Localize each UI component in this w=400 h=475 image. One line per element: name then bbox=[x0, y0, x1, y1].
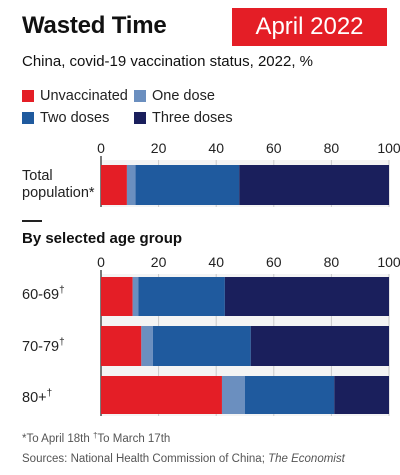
legend-label-one-dose: One dose bbox=[152, 88, 215, 104]
bar-unvaccinated-row-0 bbox=[101, 165, 127, 205]
bar-one-dose-row-0 bbox=[126, 165, 136, 205]
x-tick-label-60: 60 bbox=[266, 254, 282, 270]
bar-two-doses-row-2 bbox=[152, 326, 251, 366]
section-title: By selected age group bbox=[22, 230, 183, 247]
legend-item-one-dose: One dose bbox=[134, 88, 215, 104]
x-tick-label-20: 20 bbox=[151, 254, 167, 270]
row-label-60-69-text: 60-69 bbox=[22, 287, 60, 303]
row-label-80-plus-text: 80+ bbox=[22, 390, 47, 406]
bar-one-dose-row-1 bbox=[132, 277, 139, 316]
footnote: *To April 18th †To March 17th bbox=[22, 431, 171, 446]
source-publication: The Economist bbox=[268, 453, 345, 465]
legend-swatch-unvaccinated bbox=[22, 90, 34, 102]
footnote-dagger: † bbox=[92, 431, 98, 440]
x-tick-label-100: 100 bbox=[377, 254, 400, 270]
x-tick-label-40: 40 bbox=[208, 254, 224, 270]
x-tick-label-0: 0 bbox=[97, 254, 105, 270]
date-badge: April 2022 bbox=[232, 8, 387, 46]
x-tick-label-80: 80 bbox=[324, 140, 340, 156]
legend-label-three-doses: Three doses bbox=[152, 110, 233, 126]
row-label-70-79: 70-79† bbox=[22, 337, 65, 356]
x-tick-label-40: 40 bbox=[208, 140, 224, 156]
row-label-70-79-text: 70-79 bbox=[22, 339, 60, 355]
x-tick-label-60: 60 bbox=[266, 140, 282, 156]
row-label-total-line2: population* bbox=[22, 185, 95, 201]
legend-label-two-doses: Two doses bbox=[40, 110, 110, 126]
bar-two-doses-row-3 bbox=[245, 376, 335, 414]
bar-two-doses-row-1 bbox=[138, 277, 225, 316]
legend-swatch-three-doses bbox=[134, 112, 146, 124]
source-prefix: Sources: National Health Commission of C… bbox=[22, 453, 269, 465]
x-tick-label-100: 100 bbox=[377, 140, 400, 156]
row-label-70-79-dagger: † bbox=[59, 337, 65, 348]
bar-three-doses-row-3 bbox=[334, 376, 389, 414]
legend-item-three-doses: Three doses bbox=[134, 110, 233, 126]
bar-unvaccinated-row-2 bbox=[101, 326, 142, 366]
legend-swatch-one-dose bbox=[134, 90, 146, 102]
source-line: Sources: National Health Commission of C… bbox=[22, 453, 345, 465]
x-tick-label-80: 80 bbox=[324, 254, 340, 270]
x-tick-label-20: 20 bbox=[151, 140, 167, 156]
bar-three-doses-row-1 bbox=[224, 277, 389, 316]
chart-title: Wasted Time bbox=[22, 12, 167, 39]
bar-unvaccinated-row-3 bbox=[101, 376, 222, 414]
row-label-total-population: Total population* bbox=[22, 168, 95, 202]
section-divider bbox=[22, 220, 42, 222]
legend-swatch-two-doses bbox=[22, 112, 34, 124]
legend-item-two-doses: Two doses bbox=[22, 110, 109, 126]
bar-one-dose-row-2 bbox=[141, 326, 153, 366]
legend-item-unvaccinated: Unvaccinated bbox=[22, 88, 128, 104]
row-label-80-plus: 80+† bbox=[22, 388, 53, 407]
x-tick-label-0: 0 bbox=[97, 140, 105, 156]
footnote-part1: *To April 18th bbox=[22, 433, 90, 445]
bar-three-doses-row-0 bbox=[239, 165, 389, 205]
bar-three-doses-row-2 bbox=[250, 326, 389, 366]
row-label-80-plus-dagger: † bbox=[46, 388, 53, 399]
row-label-total-line1: Total bbox=[22, 168, 53, 184]
bar-two-doses-row-0 bbox=[135, 165, 240, 205]
chart-subtitle: China, covid-19 vaccination status, 2022… bbox=[22, 53, 313, 70]
footnote-part2: To March 17th bbox=[97, 433, 171, 445]
row-label-60-69: 60-69† bbox=[22, 285, 65, 304]
bar-one-dose-row-3 bbox=[221, 376, 245, 414]
row-label-60-69-dagger: † bbox=[59, 285, 65, 296]
bar-unvaccinated-row-1 bbox=[101, 277, 133, 316]
legend: Unvaccinated One dose Two doses Three do… bbox=[22, 88, 392, 132]
legend-label-unvaccinated: Unvaccinated bbox=[40, 88, 128, 104]
